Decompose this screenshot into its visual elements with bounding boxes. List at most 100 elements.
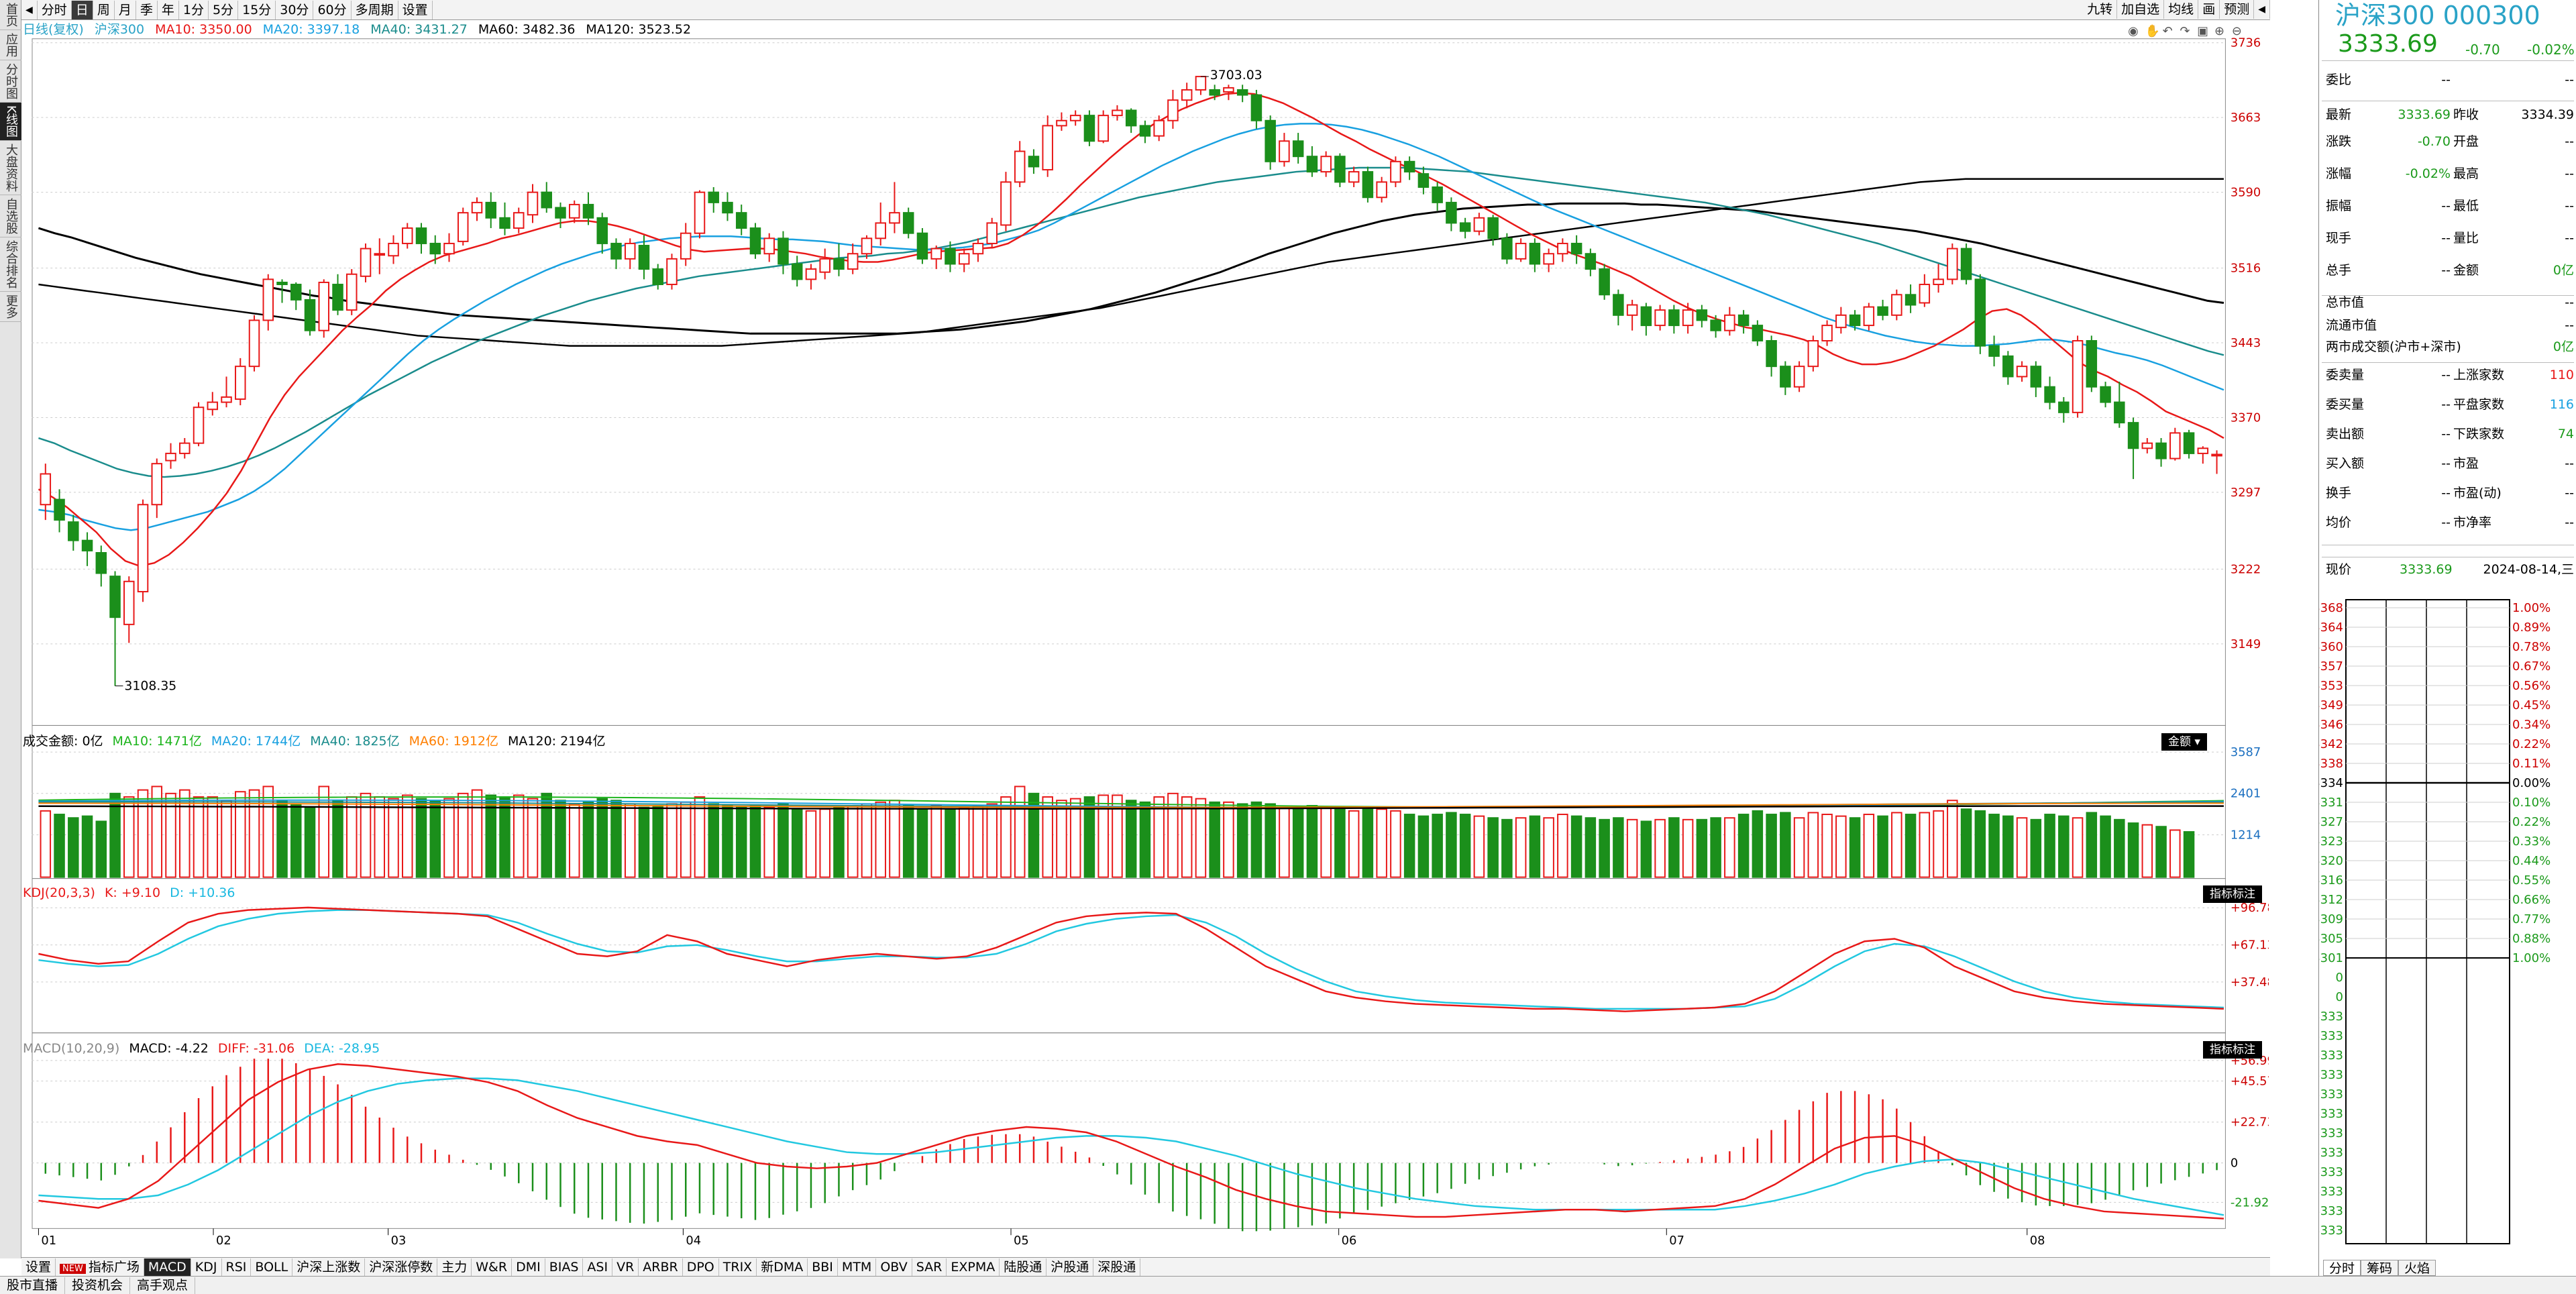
indicator-tab-1[interactable]: NEW 指标广场 xyxy=(56,1258,144,1276)
tab-4[interactable]: 季 xyxy=(136,0,158,19)
candle xyxy=(1279,133,1290,167)
tab-11[interactable]: 多周期 xyxy=(352,0,398,19)
undo-icon[interactable]: ↶ xyxy=(2163,24,2173,38)
tab-3[interactable]: 月 xyxy=(115,0,136,19)
indicator-tab-22[interactable]: EXPMA xyxy=(947,1258,1000,1276)
zoom-in-icon[interactable]: ⊕ xyxy=(2214,24,2224,38)
tab-0[interactable]: 分时 xyxy=(38,0,72,19)
sidebar-item-1[interactable]: 应用 xyxy=(0,30,21,60)
indicator-tab-5[interactable]: BOLL xyxy=(251,1258,293,1276)
top-tool-2[interactable]: 均线 xyxy=(2164,0,2199,19)
indicator-tab-11[interactable]: BIAS xyxy=(545,1258,584,1276)
indicator-tab-25[interactable]: 深股通 xyxy=(1093,1258,1141,1276)
back-arrow-icon[interactable]: ◀ xyxy=(21,0,38,19)
status-tab-1[interactable]: 投资机会 xyxy=(65,1277,131,1294)
indicator-tab-2[interactable]: MACD xyxy=(144,1258,191,1276)
sidebar-item-6[interactable]: 综合排名 xyxy=(0,237,21,292)
redo-icon[interactable]: ↷ xyxy=(2180,24,2190,38)
volume-bar xyxy=(1863,814,1875,878)
indicator-tab-23[interactable]: 陆股通 xyxy=(1000,1258,1047,1276)
candlestick-chart[interactable]: 3736 3663 3590 3516 3443 3370 3297 3222 3149 3703… xyxy=(23,20,2269,1257)
top-tool-4[interactable]: 预测 xyxy=(2220,0,2255,19)
candle xyxy=(1097,110,1109,144)
tab-12[interactable]: 设置 xyxy=(398,0,433,19)
quote-value-2: 116 xyxy=(2549,397,2574,412)
tab-7[interactable]: 5分 xyxy=(209,0,239,19)
info-item-3: MA40: 1825亿 xyxy=(310,734,400,749)
kdj-info-line: KDJ(20,3,3) K: +9.10 D: +10.36 xyxy=(23,884,235,902)
macd-mark-button[interactable]: 指标标注 xyxy=(2203,1041,2262,1059)
indicator-tab-4[interactable]: RSI xyxy=(222,1258,252,1276)
tab-6[interactable]: 1分 xyxy=(179,0,209,19)
tab-5[interactable]: 年 xyxy=(158,0,179,19)
indicator-tab-19[interactable]: MTM xyxy=(838,1258,877,1276)
indicator-tab-14[interactable]: ARBR xyxy=(639,1258,683,1276)
indicator-tab-17[interactable]: 新DMA xyxy=(757,1258,808,1276)
scroll-left-icon[interactable]: ◀ xyxy=(2254,0,2270,19)
indicator-tab-21[interactable]: SAR xyxy=(912,1258,947,1276)
indicator-tab-18[interactable]: BBI xyxy=(808,1258,838,1276)
sidebar-item-4[interactable]: 大盘资料 xyxy=(0,141,21,195)
indicator-tab-15[interactable]: DPO xyxy=(683,1258,719,1276)
volume-bar xyxy=(513,794,525,878)
indicator-tab-10[interactable]: DMI xyxy=(512,1258,545,1276)
status-tab-0[interactable]: 股市直播 xyxy=(0,1277,66,1294)
top-tool-3[interactable]: 画 xyxy=(2198,0,2220,19)
indicator-tab-9[interactable]: W&R xyxy=(472,1258,513,1276)
tab-8[interactable]: 15分 xyxy=(238,0,276,19)
volume-bar xyxy=(1654,818,1666,878)
indicator-tab-7[interactable]: 沪深涨停数 xyxy=(365,1258,438,1276)
quote-tab-1[interactable]: 筹码 xyxy=(2361,1260,2399,1276)
top-tool-1[interactable]: 加自选 xyxy=(2117,0,2165,19)
top-tool-0[interactable]: 九转 xyxy=(2083,0,2118,19)
quote-label: 总手 xyxy=(2326,263,2352,278)
sidebar-item-7[interactable]: 更多 xyxy=(0,292,21,322)
zoom-out-icon[interactable]: ⊖ xyxy=(2232,24,2242,38)
volume-bar xyxy=(332,800,343,878)
indicator-tab-label: 深股通 xyxy=(1097,1259,1136,1275)
volume-bar xyxy=(1599,818,1610,878)
indicator-tab-24[interactable]: 沪股通 xyxy=(1046,1258,1094,1276)
ma20-line xyxy=(38,123,2224,531)
volume-bar xyxy=(1459,814,1471,878)
tab-2[interactable]: 周 xyxy=(93,0,115,19)
status-tab-2[interactable]: 高手观点 xyxy=(130,1277,196,1294)
lock-icon[interactable]: ▣ xyxy=(2197,24,2208,38)
indicator-tab-3[interactable]: KDJ xyxy=(191,1258,222,1276)
candle xyxy=(68,515,79,551)
tab-9[interactable]: 30分 xyxy=(276,0,314,19)
indicator-tab-20[interactable]: OBV xyxy=(876,1258,912,1276)
sidebar-item-3[interactable]: K线图 xyxy=(0,103,21,141)
hand-icon[interactable]: ✋ xyxy=(2145,23,2160,38)
candle xyxy=(902,207,914,239)
indicator-tab-8[interactable]: 主力 xyxy=(437,1258,472,1276)
sidebar-item-5[interactable]: 自选股 xyxy=(0,195,21,237)
candle xyxy=(1334,153,1346,187)
eye-icon[interactable]: ◉ xyxy=(2128,24,2139,38)
sidebar-item-2[interactable]: 分时图 xyxy=(0,60,21,103)
candle xyxy=(1139,120,1151,144)
volume-bar xyxy=(791,808,803,878)
info-item-3: MA20: 3397.18 xyxy=(262,22,360,37)
candle xyxy=(1348,166,1360,187)
sidebar-item-0[interactable]: 首页 xyxy=(0,0,21,30)
indicator-tab-16[interactable]: TRIX xyxy=(719,1258,757,1276)
quote-tab-2[interactable]: 火焰 xyxy=(2398,1260,2436,1276)
volume-bar xyxy=(1710,817,1721,878)
quote-row-15: 均价 -- 市净率 -- xyxy=(2326,515,2574,530)
kdj-d-line xyxy=(38,909,2224,1010)
indicator-tab-6[interactable]: 沪深上涨数 xyxy=(292,1258,366,1276)
quote-row-10: 委卖量 -- 上涨家数 110 xyxy=(2326,368,2574,382)
indicator-tab-12[interactable]: ASI xyxy=(583,1258,613,1276)
divider xyxy=(2322,295,2574,296)
volume-bar xyxy=(2100,815,2111,878)
volume-mode-button[interactable]: 金额 ▾ xyxy=(2161,733,2207,751)
indicator-tab-0[interactable]: 设置 xyxy=(21,1258,56,1276)
quote-tab-0[interactable]: 分时 xyxy=(2323,1260,2361,1276)
tab-1[interactable]: 日 xyxy=(71,0,93,19)
candle xyxy=(2016,361,2028,382)
kdj-mark-button[interactable]: 指标标注 xyxy=(2203,885,2262,903)
quote-label-2: 市盈(动) xyxy=(2453,486,2502,500)
tab-10[interactable]: 60分 xyxy=(313,0,352,19)
indicator-tab-13[interactable]: VR xyxy=(612,1258,639,1276)
